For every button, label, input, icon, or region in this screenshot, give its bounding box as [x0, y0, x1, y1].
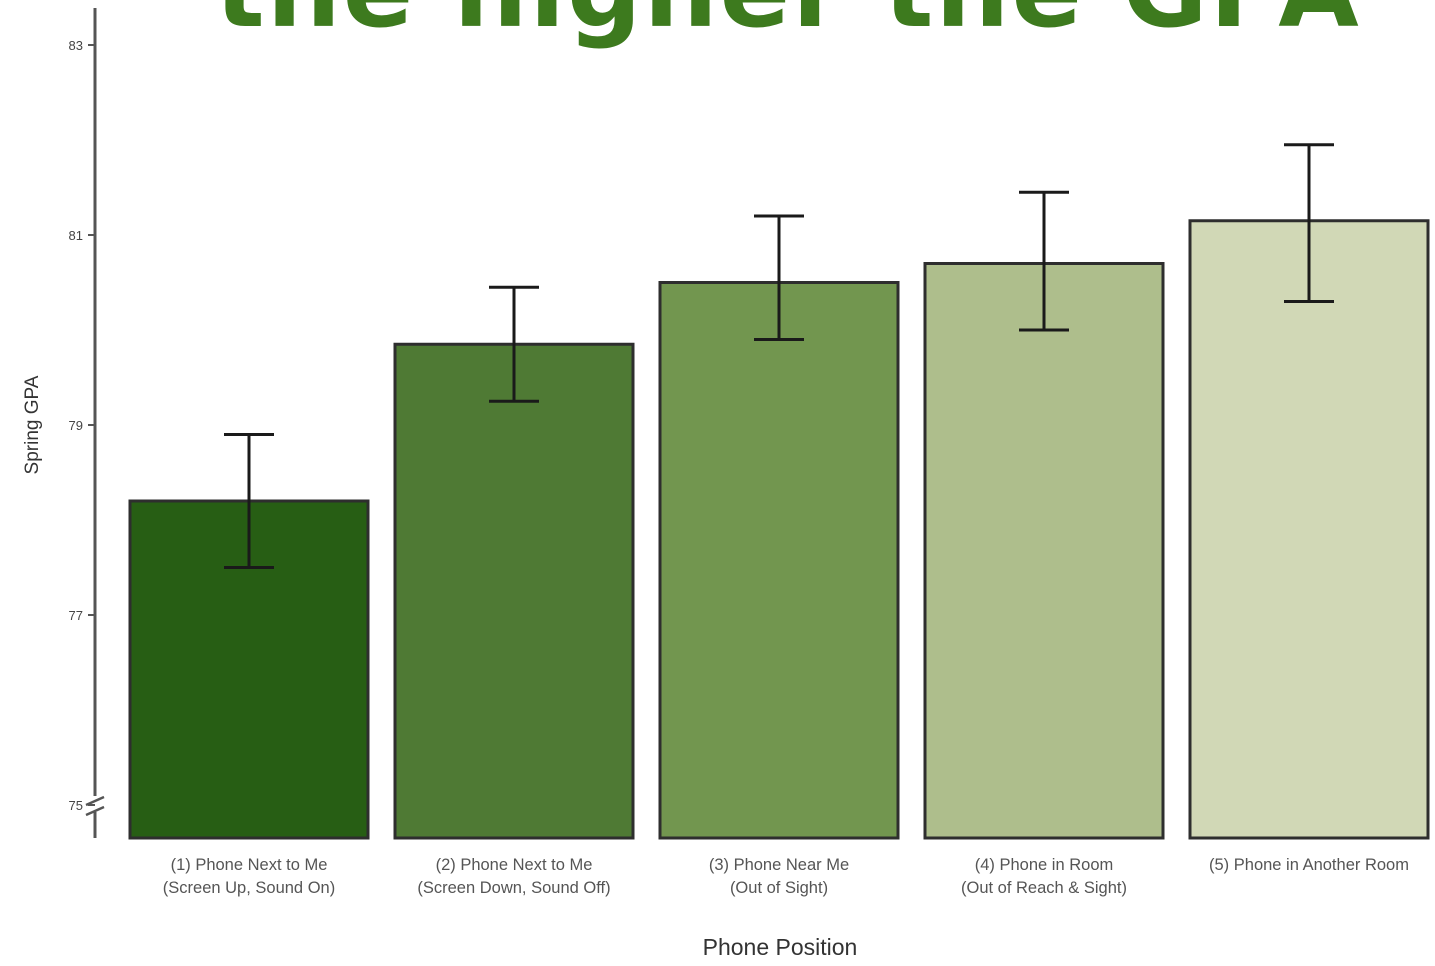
x-tick-labels: (1) Phone Next to Me (Screen Up, Sound On… [163, 856, 1409, 897]
x-tick-label: (2) Phone Next to Me (Screen Down, Sound … [417, 856, 610, 897]
y-axis: 75 77 79 81 83 [69, 8, 105, 838]
y-tick-label: 83 [69, 38, 83, 53]
bar [393, 342, 635, 840]
x-tick-label: (1) Phone Next to Me (Screen Up, Sound On… [163, 856, 335, 897]
headline-text: the higher the GPA [215, 0, 1415, 42]
bar [923, 262, 1165, 840]
x-axis-label: Phone Position [703, 934, 858, 960]
axis-break-mark-lower [85, 805, 105, 817]
x-tick-label: (3) Phone Near Me (Out of Sight) [709, 856, 849, 897]
axis-break-mark-upper [85, 795, 105, 807]
y-tick-label: 79 [69, 418, 83, 433]
bar [658, 281, 900, 840]
y-tick-label: 81 [69, 228, 83, 243]
y-tick-label: 75 [69, 798, 83, 813]
x-tick-label: (4) Phone in Room (Out of Reach & Sight) [961, 856, 1127, 897]
y-tick-label: 77 [69, 608, 83, 623]
error-bars-group [224, 143, 1334, 569]
bar [1188, 219, 1430, 840]
x-tick-label: (5) Phone in Another Room [1209, 856, 1409, 874]
y-axis-label: Spring GPA [22, 375, 43, 474]
bars-group [128, 219, 1430, 840]
